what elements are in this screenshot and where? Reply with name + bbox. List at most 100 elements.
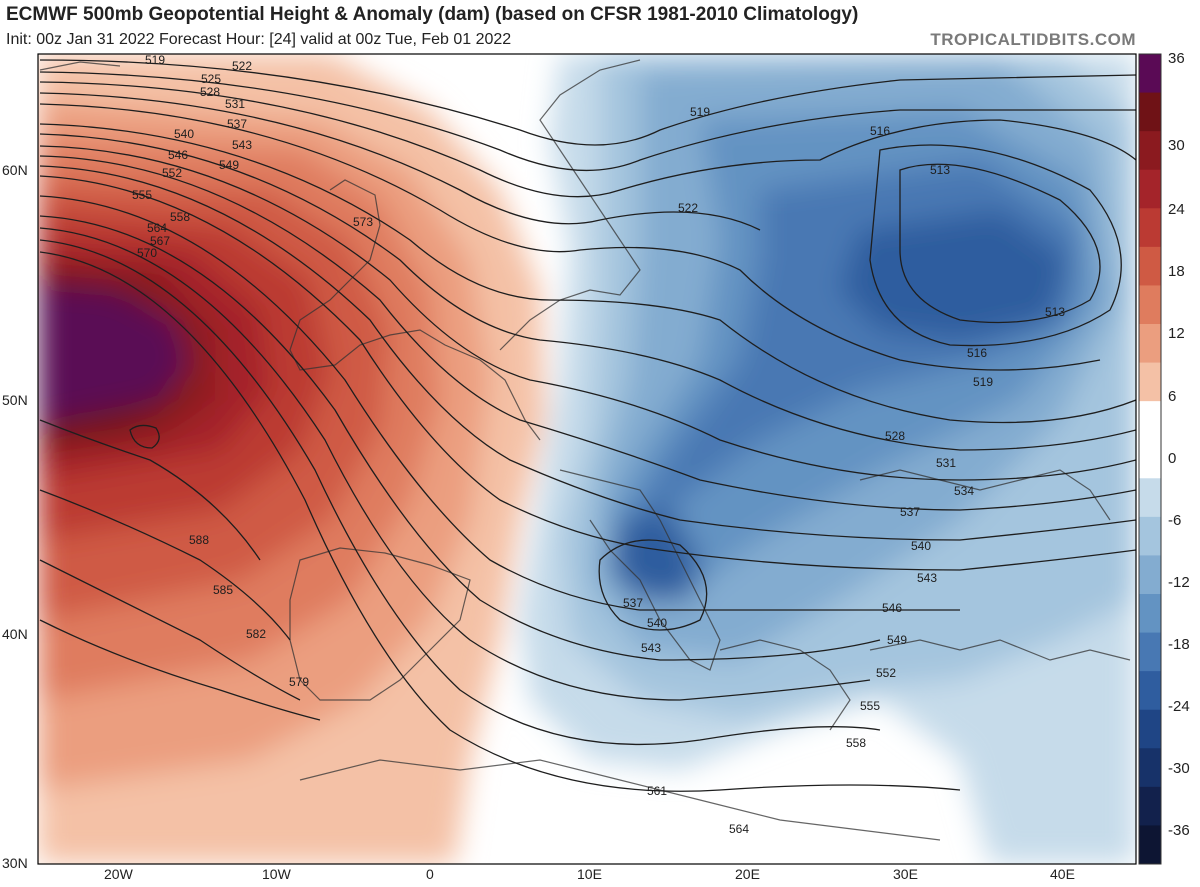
contour-label: 519	[690, 105, 710, 119]
contour-label: 531	[936, 456, 956, 470]
colorbar-tick: -18	[1168, 636, 1190, 653]
contour-label: 531	[225, 97, 245, 111]
colorbar-segment	[1139, 594, 1161, 634]
colorbar-frame	[1138, 53, 1162, 865]
contour-label: 573	[353, 215, 373, 229]
contour-label: 549	[219, 158, 239, 172]
colorbar-segment	[1139, 478, 1161, 518]
lon-label-10e: 10E	[577, 866, 602, 882]
colorbar-tick: -30	[1168, 760, 1190, 777]
contour-label: 534	[954, 484, 974, 498]
lat-label-40n: 40N	[2, 626, 28, 642]
colorbar-segment	[1139, 709, 1161, 749]
colorbar-segment	[1139, 825, 1161, 865]
height-contours	[39, 59, 1136, 792]
colorbar-tick: 18	[1168, 263, 1185, 280]
contour-label: 585	[213, 583, 233, 597]
contour-label: 558	[170, 210, 190, 224]
colorbar-tick: -12	[1168, 574, 1190, 591]
colorbar-segment	[1139, 401, 1161, 441]
colorbar-tick: 12	[1168, 325, 1185, 342]
colorbar-segment	[1139, 439, 1161, 479]
coastlines	[39, 59, 1131, 841]
contour-label: 549	[887, 633, 907, 647]
contour-label: 579	[289, 675, 309, 689]
contour-label: 555	[860, 699, 880, 713]
contour-label: 558	[846, 736, 866, 750]
chart-subtitle: Init: 00z Jan 31 2022 Forecast Hour: [24…	[6, 31, 512, 48]
colorbar-tick: 24	[1168, 201, 1185, 218]
lat-label-60n: 60N	[2, 162, 28, 178]
colorbar-tick: -36	[1168, 822, 1190, 839]
colorbar-segment	[1139, 324, 1161, 364]
colorbar-segment	[1139, 555, 1161, 595]
colorbar-segment	[1139, 362, 1161, 402]
contour-label: 519	[145, 53, 165, 67]
contour-label: 519	[973, 375, 993, 389]
lon-label-20e: 20E	[735, 866, 760, 882]
contour-label: 540	[647, 616, 667, 630]
contour-label: 540	[911, 539, 931, 553]
contour-label: 561	[647, 784, 667, 798]
contour-label: 543	[917, 571, 937, 585]
colorbar-tick: 30	[1168, 137, 1185, 154]
colorbar-segment	[1139, 54, 1161, 94]
colorbar-segment	[1139, 748, 1161, 788]
contour-label: 588	[189, 533, 209, 547]
colorbar-segment	[1139, 169, 1161, 209]
brand-watermark: TROPICALTIDBITS.COM	[930, 30, 1136, 49]
contour-label: 528	[885, 429, 905, 443]
contour-label: 546	[168, 148, 188, 162]
map-frame	[37, 53, 1137, 865]
contour-labels: 519 5225255285315375405435465495525555585…	[132, 53, 1065, 836]
contour-label: 513	[930, 163, 950, 177]
contour-label: 522	[232, 59, 252, 73]
contour-label: 564	[147, 221, 167, 235]
contour-label: 552	[876, 666, 896, 680]
contour-label: 516	[967, 346, 987, 360]
contour-label: 570	[137, 246, 157, 260]
colorbar-segment	[1139, 92, 1161, 132]
colorbar-segment	[1139, 131, 1161, 171]
colorbar-segment	[1139, 516, 1161, 556]
colorbar-tick: 36	[1168, 50, 1185, 67]
contour-label: 567	[150, 234, 170, 248]
contour-label: 525	[201, 72, 221, 86]
contour-label: 537	[900, 505, 920, 519]
contour-label: 552	[162, 166, 182, 180]
colorbar-tick: 6	[1168, 388, 1177, 405]
contour-label: 513	[1045, 305, 1065, 319]
contour-label: 543	[232, 138, 252, 152]
colorbar-tick: 0	[1168, 450, 1177, 467]
colorbar-tick: -6	[1168, 512, 1182, 529]
lon-label-10w: 10W	[262, 866, 291, 882]
colorbar-tick: -24	[1168, 698, 1190, 715]
contour-label: 582	[246, 627, 266, 641]
colorbar-segment	[1139, 786, 1161, 826]
chart-title: ECMWF 500mb Geopotential Height & Anomal…	[6, 4, 859, 25]
colorbar-segment	[1139, 671, 1161, 711]
contour-label: 540	[174, 127, 194, 141]
colorbar-segment	[1139, 208, 1161, 248]
anomaly-field	[38, 54, 1136, 864]
contour-label: 564	[729, 822, 749, 836]
contour-label: 555	[132, 188, 152, 202]
lat-label-50n: 50N	[2, 392, 28, 408]
lon-label-30e: 30E	[893, 866, 918, 882]
colorbar-segment	[1139, 246, 1161, 286]
colorbar-segment	[1139, 285, 1161, 325]
contour-label: 543	[641, 641, 661, 655]
lat-label-30n: 30N	[2, 855, 28, 871]
contour-label: 516	[870, 124, 890, 138]
lon-label-40e: 40E	[1050, 866, 1075, 882]
contour-label: 537	[623, 596, 643, 610]
contour-label: 546	[882, 601, 902, 615]
contour-label: 522	[678, 201, 698, 215]
lon-label-0: 0	[426, 866, 434, 882]
colorbar	[1138, 53, 1162, 865]
lon-label-20w: 20W	[104, 866, 133, 882]
colorbar-segment	[1139, 632, 1161, 672]
contour-label: 528	[200, 85, 220, 99]
contour-label: 537	[227, 117, 247, 131]
